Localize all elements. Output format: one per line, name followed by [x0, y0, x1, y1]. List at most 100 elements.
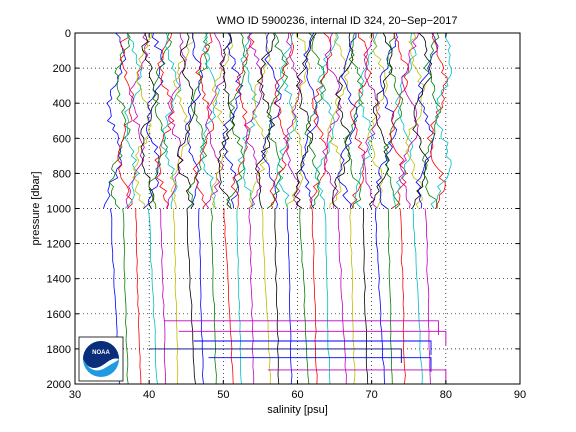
profile-line: [169, 32, 194, 209]
y-tick-label: 400: [53, 98, 71, 110]
deep-profile-line: [274, 208, 280, 385]
chart-title: WMO ID 5900236, internal ID 324, 20−Sep−…: [217, 15, 458, 27]
deep-profile-line: [374, 208, 385, 385]
profile-line: [249, 32, 271, 209]
deep-profile-line: [160, 208, 167, 385]
profile-line: [222, 32, 244, 209]
profile-line: [192, 32, 215, 209]
noaa-logo-wave: [87, 358, 119, 371]
profile-line: [199, 32, 220, 209]
profile-line: [286, 32, 311, 209]
x-tick-label: 40: [143, 389, 155, 401]
profiles-layer: [103, 32, 453, 385]
deep-profile-line: [147, 208, 158, 385]
profile-line: [269, 32, 295, 209]
grid-layer: [75, 33, 520, 384]
profile-line: [393, 32, 417, 209]
deep-profile-line: [362, 208, 369, 385]
x-tick-label: 90: [514, 389, 526, 401]
deep-profile-line: [261, 208, 271, 385]
profile-line: [266, 32, 289, 209]
profile-line: [125, 32, 150, 209]
deep-profile-line: [223, 208, 234, 385]
anomaly-trace: [178, 330, 447, 346]
y-tick-label: 200: [53, 63, 71, 75]
noaa-logo-upper: [83, 341, 119, 368]
profile-line: [389, 32, 410, 209]
profile-line: [255, 32, 276, 209]
anomaly-layer: [149, 320, 447, 384]
y-tick-label: 800: [53, 168, 71, 180]
y-tick-label: 1600: [47, 309, 71, 321]
profile-line: [369, 32, 393, 209]
y-tick-label: 0: [65, 28, 71, 40]
x-tick-label: 60: [291, 389, 303, 401]
y-tick-label: 2000: [47, 379, 71, 391]
y-tick-label: 1000: [47, 204, 71, 216]
profile-line: [217, 32, 236, 209]
profile-line: [309, 32, 333, 209]
profile-line: [350, 32, 372, 209]
x-tick-label: 80: [440, 389, 452, 401]
noaa-logo: NOAA: [78, 336, 124, 382]
x-axis-title: salinity [psu]: [267, 404, 328, 416]
profile-line: [293, 32, 317, 209]
y-tick-label: 1200: [47, 239, 71, 251]
profile-line: [148, 32, 172, 209]
profile-line: [161, 32, 182, 209]
deep-profile-line: [173, 208, 179, 385]
profile-line: [354, 32, 378, 209]
deep-profile-line: [337, 208, 347, 385]
x-tick-label: 70: [366, 389, 378, 401]
profile-line: [314, 32, 339, 209]
x-tick-label: 30: [69, 389, 81, 401]
profile-line: [283, 32, 303, 209]
deep-profile-line: [236, 208, 242, 385]
deep-profile-line: [387, 208, 393, 385]
profile-line: [210, 32, 234, 209]
profile-line: [322, 32, 342, 209]
deep-profile-line: [210, 208, 217, 385]
y-axis: 0 200 400 600 800 1000 1200 1400 1600 1800 2000: [47, 28, 520, 391]
profile-line: [176, 32, 196, 209]
anomaly-trace: [208, 357, 432, 372]
deep-profile-line: [311, 208, 318, 385]
deep-profile-line: [349, 208, 356, 385]
profile-line: [117, 32, 135, 209]
profile-line: [140, 32, 159, 209]
profile-line: [344, 32, 364, 209]
deep-profile-line: [424, 208, 431, 385]
noaa-logo-text: NOAA: [92, 350, 110, 356]
deep-profile-line: [122, 208, 129, 385]
profile-line: [154, 32, 175, 209]
profile-line: [230, 32, 255, 209]
profile-line: [205, 32, 226, 209]
profile-line: [226, 32, 248, 209]
profile-line: [243, 32, 264, 209]
deep-profile-line: [248, 208, 255, 384]
y-tick-label: 600: [53, 133, 71, 145]
x-tick-label: 50: [217, 389, 229, 401]
deep-profile-line: [286, 208, 293, 385]
profile-line: [143, 32, 165, 209]
profile-line: [383, 32, 404, 209]
profile-line: [367, 32, 388, 209]
deep-profile-line: [399, 208, 406, 385]
deep-profile-line: [198, 208, 204, 385]
profile-line: [415, 32, 439, 209]
profile-line: [422, 32, 442, 209]
deep-profile-line: [412, 208, 423, 385]
anomaly-trace: [193, 340, 432, 356]
profile-line: [300, 32, 319, 209]
y-tick-label: 1400: [47, 274, 71, 286]
profile-line: [261, 32, 282, 209]
deep-profile-line: [186, 208, 196, 385]
profile-line: [304, 32, 326, 209]
deep-profile-line: [135, 208, 142, 385]
y-axis-title: pressure [dbar]: [30, 172, 42, 246]
y-tick-label: 1800: [47, 344, 71, 356]
profile-line: [103, 32, 127, 209]
profile-line: [430, 32, 453, 209]
